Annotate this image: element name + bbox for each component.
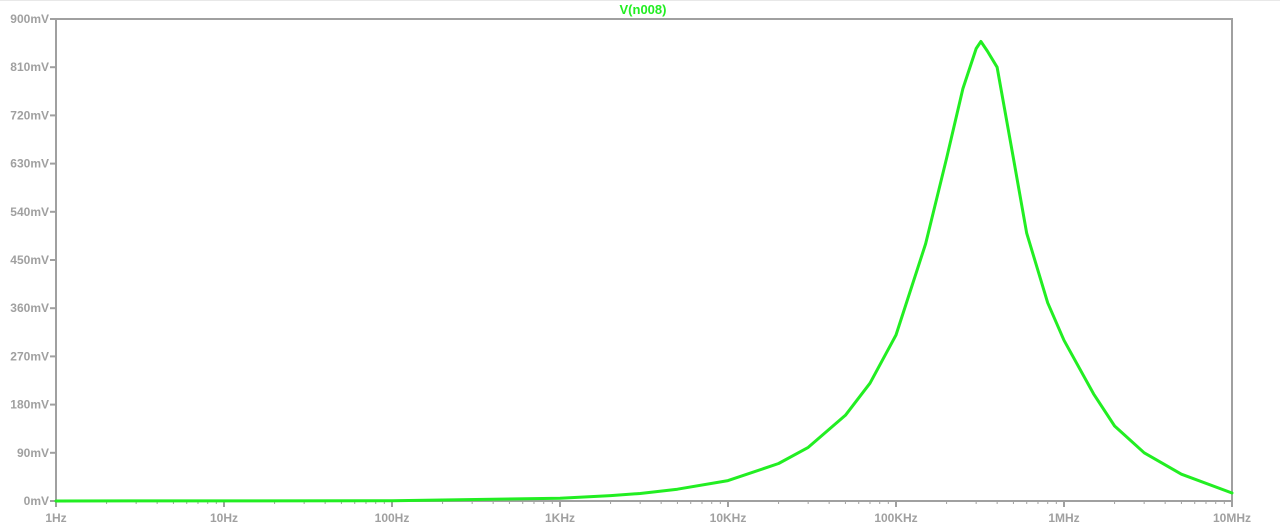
x-tick-label: 10KHz xyxy=(710,511,747,525)
y-tick-label: 180mV xyxy=(10,398,49,412)
x-tick-label: 1Hz xyxy=(45,511,66,525)
traces xyxy=(54,40,1234,503)
y-tick-label: 360mV xyxy=(10,301,49,315)
x-tick-label: 10Hz xyxy=(210,511,238,525)
y-tick-label: 450mV xyxy=(10,253,49,267)
plot-frame xyxy=(55,18,1233,502)
x-tick-label: 1MHz xyxy=(1048,511,1079,525)
trace-line[interactable] xyxy=(54,40,1234,503)
y-tick-label: 900mV xyxy=(10,12,49,26)
y-tick-label: 720mV xyxy=(10,108,49,122)
x-tick-label: 1KHz xyxy=(545,511,575,525)
y-tick-label: 810mV xyxy=(10,60,49,74)
y-tick-label: 540mV xyxy=(10,205,49,219)
y-tick-label: 90mV xyxy=(17,446,49,460)
y-tick-label: 630mV xyxy=(10,157,49,171)
y-tick-label: 0mV xyxy=(24,494,49,508)
x-tick-label: 100KHz xyxy=(874,511,917,525)
x-tick-label: 100Hz xyxy=(375,511,410,525)
x-axis: 1Hz 10Hz 100Hz 1KHz 10KHz 100KHz 1MHz 10MHz xyxy=(45,501,1251,525)
y-tick-label: 270mV xyxy=(10,349,49,363)
x-tick-label: 10MHz xyxy=(1213,511,1251,525)
y-axis: 0mV 90mV 180mV 270mV 360mV 450mV 540mV 630mV 720… xyxy=(10,12,56,508)
trace-title[interactable]: V(n008) xyxy=(620,2,667,17)
